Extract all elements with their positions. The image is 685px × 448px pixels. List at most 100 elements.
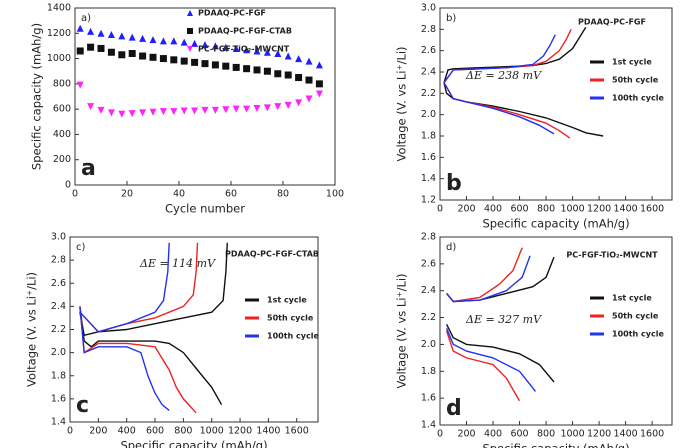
y-tick-label: 2.2 [421,312,436,323]
data-point [107,109,115,117]
data-point [222,43,230,51]
data-point [139,34,147,42]
data-point [118,32,126,40]
data-point [191,58,199,66]
x-tick-label: 200 [89,426,107,437]
x-tick-label: 100 [326,189,344,200]
y-tick-label: 2.6 [421,45,436,56]
data-point [159,37,167,45]
data-point [170,56,178,64]
legend-label: 50th cycle [612,312,659,321]
data-point [201,41,209,49]
y-tick-label: 1.8 [421,366,436,377]
data-point [76,81,84,89]
x-tick-label: 1600 [285,426,309,437]
data-point [222,62,230,70]
x-tick-label: 600 [510,204,528,215]
legend-label: PC-FGF-TiO₂-MWCNT [198,45,290,54]
data-point [253,47,261,55]
data-point [315,61,323,69]
panel-label: d) [446,242,456,253]
data-point [243,65,251,73]
x-tick-label: 400 [118,426,136,437]
y-tick-label: 1.2 [421,195,436,206]
data-point [274,50,282,58]
x-tick-label: 400 [484,429,502,440]
x-tick-label: 1000 [200,426,224,437]
data-point [263,48,271,56]
legend-label: 1st cycle [267,296,307,305]
data-point [97,106,105,114]
data-point [170,108,178,116]
plot-frame [439,236,673,426]
plot-frame [74,7,336,186]
y-tick-label: 2.6 [421,258,436,269]
data-point [76,24,84,32]
data-point [97,44,105,52]
x-tick-label: 1400 [614,204,638,215]
data-point [263,104,271,112]
y-tick-label: 2.8 [51,255,66,266]
data-point [222,106,230,114]
y-tick-label: 2.0 [51,347,66,358]
data-point [139,109,147,117]
annotation: ΔE = 327 mV [465,313,542,326]
y-tick-label: 2.4 [421,285,436,296]
data-point [107,31,115,39]
x-tick-label: 1400 [256,426,280,437]
x-tick-label: 20 [121,189,133,200]
data-point [263,67,271,75]
data-point [128,50,136,58]
curve [79,242,228,406]
legend-label: 100th cycle [267,332,319,341]
plot-frame [439,7,673,201]
y-tick-label: 2.0 [421,109,436,120]
y-axis-label: Specific capacity (mAh/g) [30,23,44,170]
chart-title: PDAAQ-PC-FGF [578,18,646,27]
panel-letter: d [446,396,462,421]
x-axis-label: Cycle number [165,202,245,216]
y-tick-label: 2.4 [421,67,436,78]
x-tick-label: 0 [67,426,73,437]
data-point [284,52,292,60]
x-tick-label: 200 [457,204,475,215]
data-point [284,71,292,79]
data-point [305,76,313,84]
y-tick-label: 1.8 [51,370,66,381]
data-point [243,105,251,113]
data-point [118,110,126,118]
curve [445,255,537,392]
data-point [170,37,178,45]
x-tick-label: 200 [457,429,475,440]
y-tick-label: 1400 [47,3,71,14]
y-tick-label: 2.8 [421,24,436,35]
x-tick-label: 1200 [228,426,252,437]
data-point [232,63,240,71]
x-tick-label: 0 [437,204,443,215]
data-point [191,107,199,115]
data-point [76,47,84,55]
y-tick-label: 200 [53,154,71,165]
data-point [201,60,209,68]
y-tick-label: 0 [65,180,71,191]
x-tick-label: 1000 [560,204,584,215]
data-point [191,39,199,47]
y-tick-label: 2.4 [51,301,66,312]
data-point [87,43,95,51]
y-tick-label: 2.8 [421,232,436,243]
data-point [211,61,219,69]
y-axis-label: Voltage (V. vs Li⁺/Li) [25,272,39,387]
x-tick-label: 400 [484,204,502,215]
x-tick-label: 1600 [640,204,664,215]
data-point [211,106,219,114]
panel-letter: c [76,393,89,418]
data-point [180,107,188,115]
x-tick-label: 1400 [614,429,638,440]
x-tick-label: 1600 [640,429,664,440]
y-tick-label: 400 [53,129,71,140]
x-axis-label: Specific capacity (mAh/g) [120,439,267,448]
panel-label: a) [81,13,91,24]
data-point [295,55,303,63]
legend-marker [187,10,193,16]
y-tick-label: 2.2 [51,324,66,335]
